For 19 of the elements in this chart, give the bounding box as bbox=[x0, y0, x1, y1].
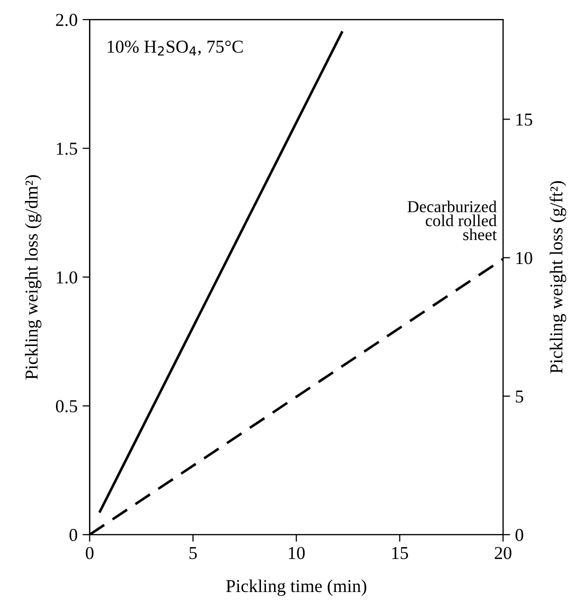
x-tick-label: 0 bbox=[86, 546, 94, 560]
series-label: Decarburized cold rolled sheet bbox=[408, 200, 497, 240]
x-tick-label: 5 bbox=[190, 547, 197, 560]
y2-tick-label: 15 bbox=[516, 114, 532, 126]
y-tick-label: 0 bbox=[70, 528, 78, 542]
y-tick-label: 1.5 bbox=[56, 142, 78, 155]
y2-axis-title: Pickling weight loss (g/ft²) bbox=[550, 181, 566, 374]
x-tick-label: 15 bbox=[392, 547, 408, 560]
y-tick-label: 2.0 bbox=[56, 14, 78, 26]
annotation: 10% H$_{2}$SO$_{4}$, 75°C bbox=[108, 40, 243, 56]
y-tick-label: 1.0 bbox=[56, 271, 78, 284]
x-tick-label: 10 bbox=[288, 546, 305, 560]
x-tick-label: 20 bbox=[494, 546, 512, 560]
x-axis-title: Pickling time (min) bbox=[226, 579, 366, 596]
y2-tick-label: 0 bbox=[516, 528, 524, 542]
y2-tick-label: 10 bbox=[516, 252, 532, 264]
y-tick-label: 0.5 bbox=[56, 400, 78, 412]
y-axis-title: Pickling weight loss (g/dm²) bbox=[24, 175, 42, 380]
y2-tick-label: 5 bbox=[516, 390, 524, 403]
